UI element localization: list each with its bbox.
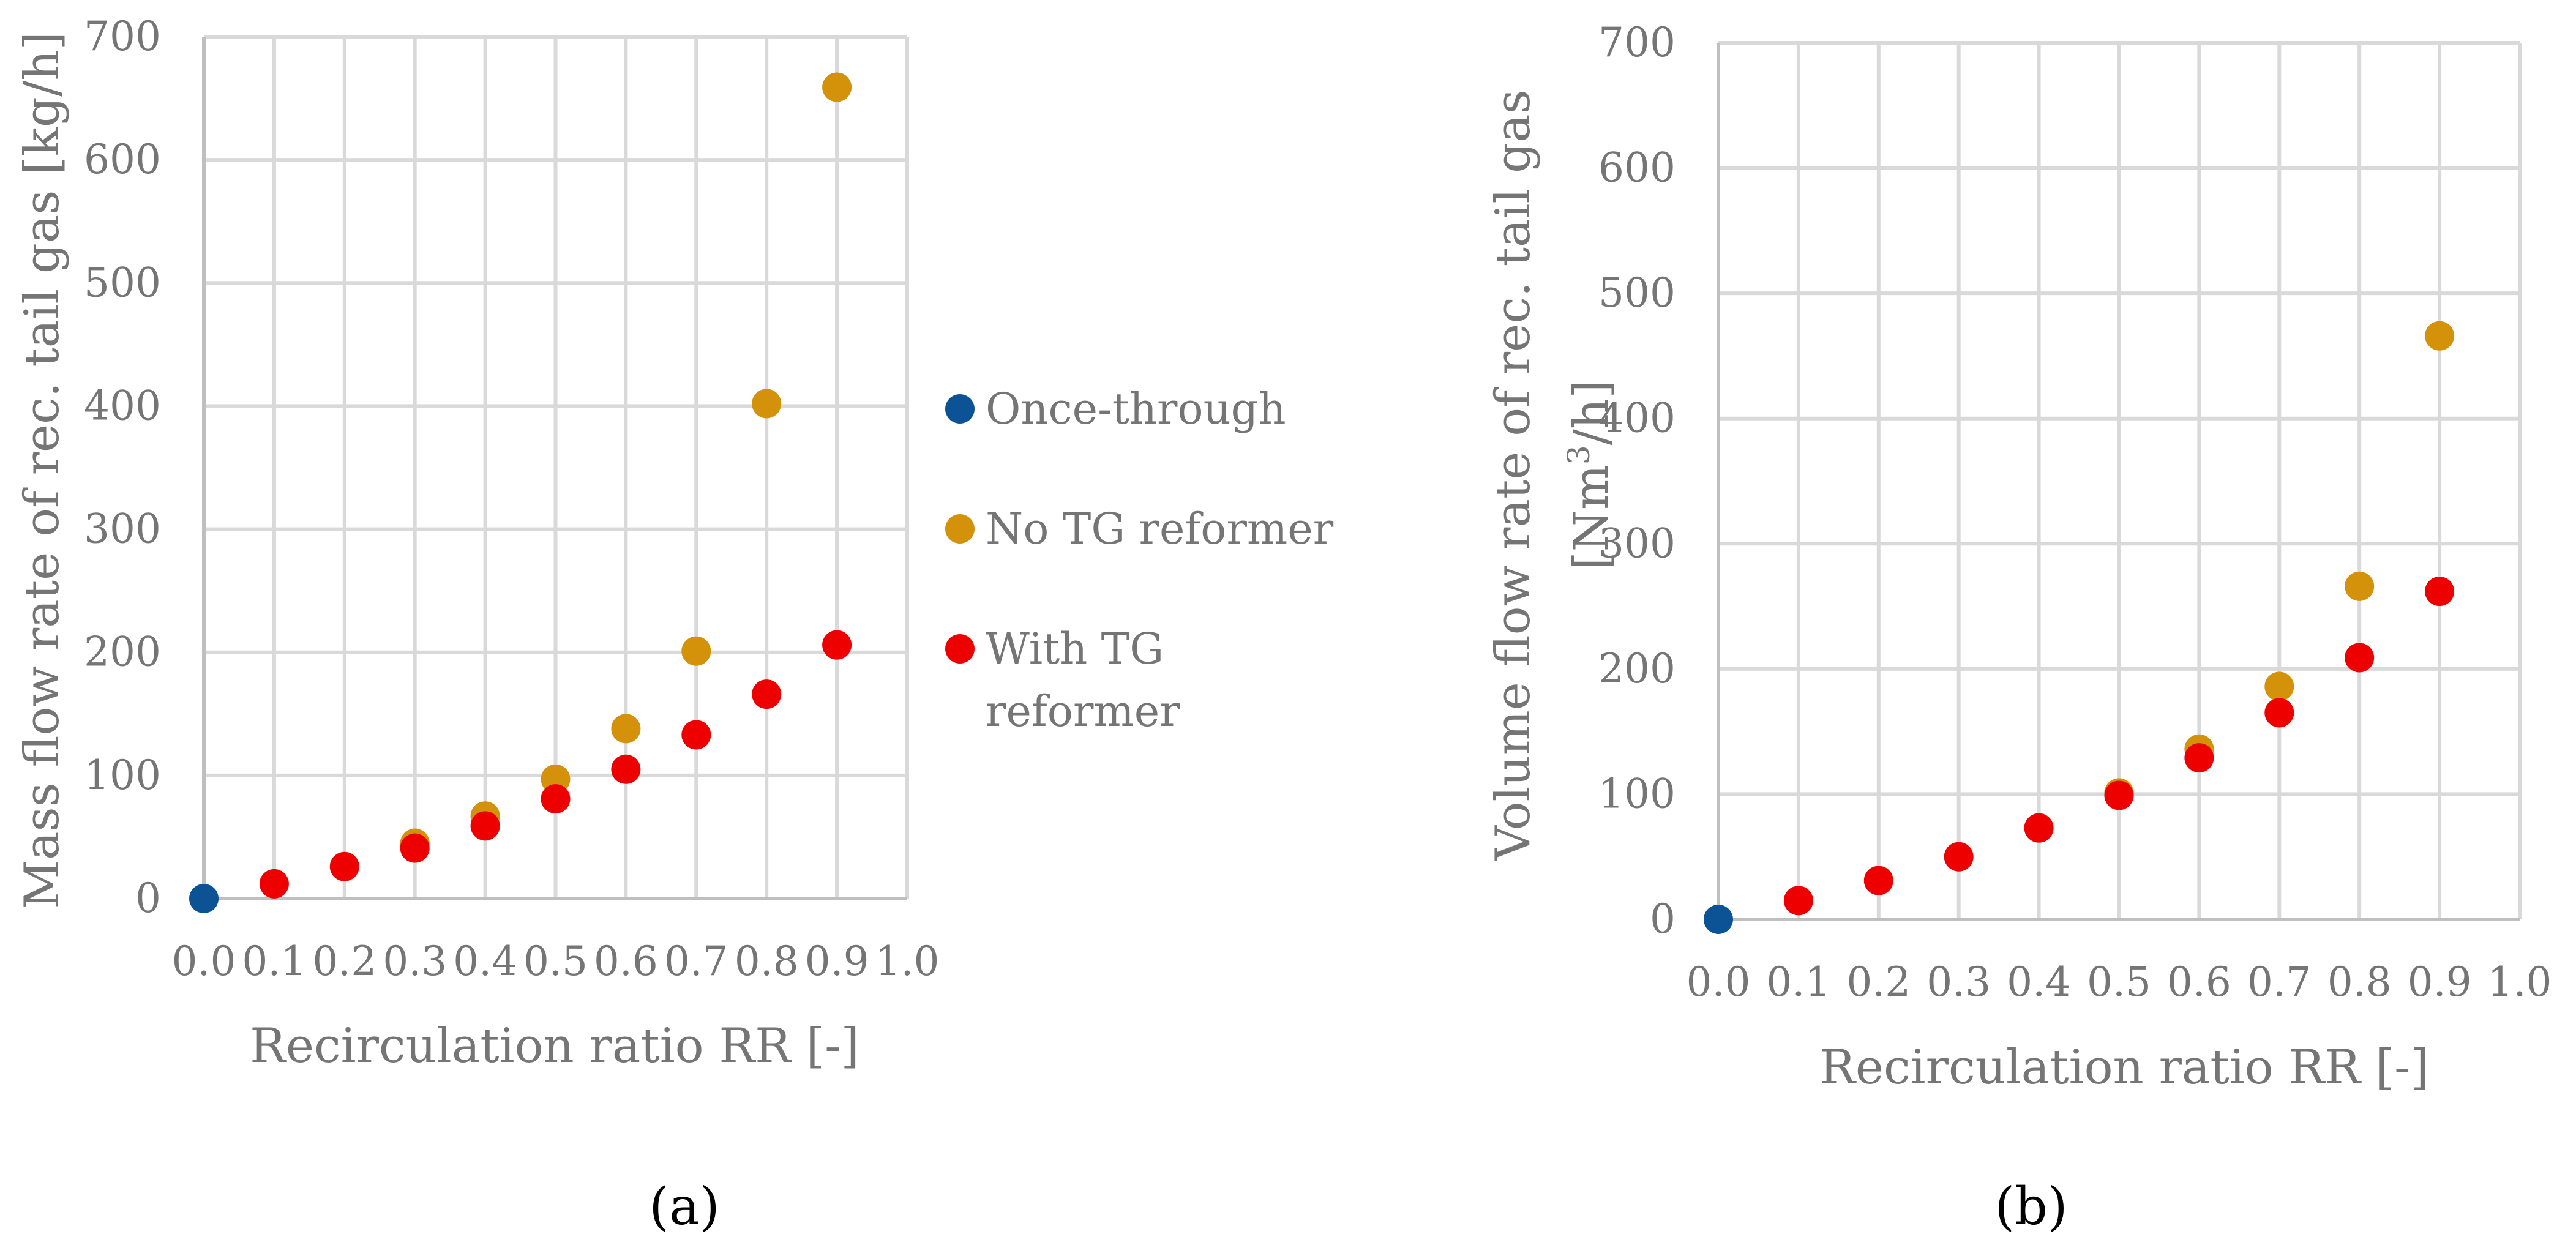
panel-b-x-tick-0.5: 0.5 [2087, 959, 2151, 1006]
panel-a-y-tick-400: 400 [84, 382, 161, 429]
legend-marker-no-tg-reformer [945, 514, 975, 544]
panel-a-y-ticks: 0 100 200 300 400 500 600 700 [84, 13, 161, 922]
panel-b-y-tick-700: 700 [1598, 19, 1676, 66]
panel-b-grid [1718, 41, 2522, 919]
panel-b-x-tick-0.3: 0.3 [1926, 959, 1991, 1006]
panel-b-y-tick-400: 400 [1598, 395, 1676, 442]
panel-a-x-tick-0.3: 0.3 [383, 938, 447, 985]
panel-b-point-no-tg-reformer-0.7 [2264, 671, 2294, 701]
panel-b-y-axis-title-unit-pre: [Nm [1564, 465, 1619, 570]
legend-marker-once-through [945, 394, 975, 424]
panel-a-point-with-tg-reformer-0.5 [541, 784, 571, 814]
panel-b-x-tick-0.9: 0.9 [2408, 959, 2472, 1006]
legend-label-once-through: Once-through [986, 384, 1286, 434]
panel-a-y-tick-500: 500 [84, 259, 161, 306]
legend-item-once-through: Once-through [945, 384, 1286, 434]
panel-a-x-tick-0.7: 0.7 [664, 938, 728, 985]
panel-a-y-tick-200: 200 [84, 629, 161, 676]
panel-a-x-tick-0.0: 0.0 [172, 938, 236, 985]
panel-b-point-with-tg-reformer-0.7 [2264, 698, 2294, 728]
panel-a-y-axis-title: Mass flow rate of rec. tail gas [kg/h] [15, 31, 70, 909]
panel-b-point-with-tg-reformer-0.3 [1944, 842, 1974, 872]
panel-a-point-with-tg-reformer-0.2 [329, 851, 359, 881]
panel-b-axes [1717, 43, 2520, 921]
panel-b-point-with-tg-reformer-0.5 [2104, 780, 2134, 810]
panel-a-point-with-tg-reformer-0.1 [259, 869, 289, 899]
panel-a-point-with-tg-reformer-0.7 [681, 720, 711, 750]
panel-b-label: (b) [1994, 1176, 2067, 1236]
panel-b-point-once-through-0 [1704, 905, 1733, 934]
legend: Once-through No TG reformer With TG refo… [945, 384, 1334, 736]
panel-a-x-ticks: 0.0 0.1 0.2 0.3 0.4 0.5 0.6 0.7 0.8 0.9 1.0 [172, 938, 940, 985]
panel-b-x-tick-0.1: 0.1 [1766, 959, 1830, 1006]
panel-a-y-tick-300: 300 [84, 506, 161, 553]
panel-b-y-tick-0: 0 [1650, 895, 1676, 943]
panel-a-x-tick-0.8: 0.8 [735, 938, 799, 985]
panel-b-y-ticks: 0 100 200 300 400 500 600 700 [1598, 19, 1676, 943]
panel-a-point-no-tg-reformer-0.9 [822, 72, 852, 102]
panel-b-y-tick-200: 200 [1598, 645, 1676, 692]
panel-a-x-tick-0.9: 0.9 [805, 938, 869, 985]
panel-b-x-ticks: 0.0 0.1 0.2 0.3 0.4 0.5 0.6 0.7 0.8 0.9 1.0 [1687, 959, 2552, 1006]
panel-b-y-tick-100: 100 [1598, 770, 1676, 817]
panel-a-point-no-tg-reformer-0.8 [752, 389, 782, 419]
panel-b-y-tick-600: 600 [1598, 144, 1676, 192]
legend-item-with-tg-reformer: With TG reformer [945, 624, 1180, 736]
panel-a-x-axis-title: Recirculation ratio RR [-] [250, 1019, 859, 1074]
panel-b-point-with-tg-reformer-0.2 [1863, 866, 1893, 895]
panel-b-x-tick-0.6: 0.6 [2167, 959, 2231, 1006]
panel-b-point-no-tg-reformer-0.9 [2425, 321, 2455, 351]
panel-a-y-tick-600: 600 [84, 136, 161, 183]
panel-b-x-tick-0.4: 0.4 [2007, 959, 2071, 1006]
panel-b-y-tick-500: 500 [1598, 269, 1676, 316]
panel-a-axes [202, 37, 907, 900]
panel-b-point-with-tg-reformer-0.8 [2345, 643, 2375, 673]
panel-a-x-tick-0.5: 0.5 [523, 938, 588, 985]
panel-a-x-tick-0.1: 0.1 [242, 938, 306, 985]
panel-a-x-tick-0.2: 0.2 [312, 938, 376, 985]
panel-b-point-with-tg-reformer-0.4 [2024, 813, 2054, 843]
panel-a-point-with-tg-reformer-0.3 [400, 833, 430, 863]
panel-b-x-tick-1.0: 1.0 [2488, 959, 2552, 1006]
panel-a-label: (a) [649, 1176, 720, 1236]
panel-a-point-with-tg-reformer-0.8 [752, 679, 782, 709]
panel-a-x-tick-1.0: 1.0 [875, 938, 940, 985]
panel-a-point-with-tg-reformer-0.6 [611, 754, 641, 784]
panel-b-point-no-tg-reformer-0.8 [2345, 571, 2375, 601]
panel-a-points [189, 72, 852, 913]
legend-label-with-tg-reformer-line2: reformer [986, 686, 1180, 736]
panel-b-y-axis-title-unit-sup: 3 [1561, 445, 1597, 465]
legend-label-with-tg-reformer-line1: With TG [986, 624, 1164, 674]
panel-b-points [1704, 321, 2455, 934]
panel-a-point-with-tg-reformer-0.4 [470, 811, 500, 841]
panel-b-y-axis-title-line1: Volume flow rate of rec. tail gas [1486, 89, 1541, 861]
panel-b-y-tick-300: 300 [1598, 520, 1676, 567]
legend-marker-with-tg-reformer [945, 634, 975, 664]
panel-b-point-with-tg-reformer-0.6 [2184, 743, 2214, 773]
panel-b-x-axis-title: Recirculation ratio RR [-] [1819, 1040, 2429, 1095]
panel-b-x-tick-0.8: 0.8 [2327, 959, 2392, 1006]
panel-a-x-tick-0.4: 0.4 [453, 938, 517, 985]
panel-b-point-with-tg-reformer-0.1 [1783, 886, 1813, 916]
panel-a-grid [204, 35, 909, 899]
panel-a-point-with-tg-reformer-0.9 [822, 630, 852, 660]
panel-b-x-tick-0.7: 0.7 [2247, 959, 2312, 1006]
legend-item-no-tg-reformer: No TG reformer [945, 504, 1334, 554]
legend-label-no-tg-reformer: No TG reformer [986, 504, 1334, 554]
panel-a-y-tick-0: 0 [135, 875, 161, 922]
panel-a-x-tick-0.6: 0.6 [594, 938, 658, 985]
panel-a-y-tick-700: 700 [84, 13, 161, 60]
panel-a-point-no-tg-reformer-0.6 [611, 714, 641, 744]
panel-a-y-tick-100: 100 [84, 752, 161, 799]
panel-b-y-axis-title-line2: [Nm3/h] [1561, 379, 1619, 570]
panel-a-point-once-through-0 [189, 884, 219, 913]
panel-b-x-tick-0.2: 0.2 [1846, 959, 1911, 1006]
panel-a-point-no-tg-reformer-0.7 [681, 636, 711, 666]
panel-b-point-with-tg-reformer-0.9 [2425, 577, 2455, 607]
panel-b-x-tick-0.0: 0.0 [1687, 959, 1751, 1006]
panel-b-y-axis-title-unit-post: /h] [1564, 379, 1619, 445]
